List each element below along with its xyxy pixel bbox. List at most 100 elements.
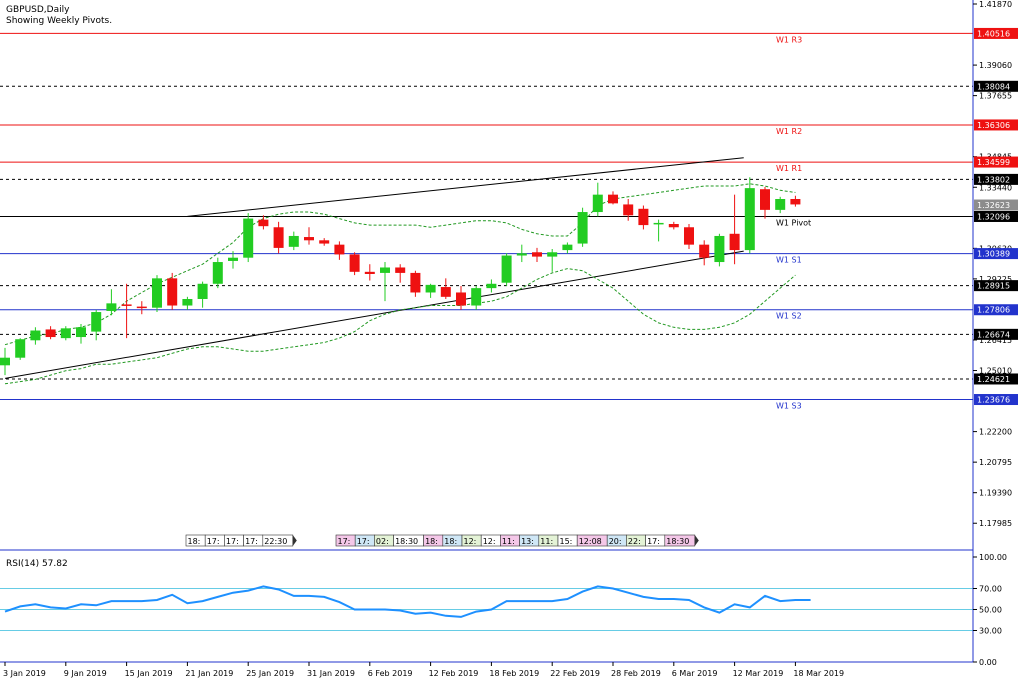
candle	[152, 275, 162, 313]
time-tick-label: 21 Jan 2019	[185, 669, 233, 678]
candle-body	[456, 292, 466, 306]
candle	[91, 309, 102, 341]
candle-body	[15, 339, 26, 358]
candle	[228, 251, 238, 269]
candle	[121, 283, 132, 339]
session-box-label: 11:	[502, 537, 515, 546]
candle-body	[349, 254, 360, 272]
pivot-label: W1 R2	[776, 127, 802, 136]
time-tick-label: 28 Feb 2019	[611, 669, 661, 678]
candle	[258, 215, 269, 230]
session-time-boxes: 18: 17: 17: 17: 22:30 17: 17: 02: 18:30 18: 18: 12:…	[185, 534, 699, 547]
candle-body	[516, 253, 527, 256]
time-tick-label: 12 Feb 2019	[429, 669, 479, 678]
price-tag-box	[974, 210, 1018, 222]
candle	[364, 264, 375, 281]
candle-body	[410, 272, 421, 293]
candle-body	[258, 219, 269, 227]
time-tick-label: 9 Jan 2019	[64, 669, 107, 678]
pivot-label: W1 R1	[776, 164, 802, 173]
price-tag-box	[974, 27, 1018, 39]
time-axis-ticks: 3 Jan 2019 9 Jan 2019 15 Jan 2019 21 Jan 20…	[3, 662, 844, 678]
candle-body	[60, 328, 71, 339]
candle	[288, 231, 299, 251]
price-tag-box	[974, 80, 1018, 92]
candle-body	[364, 271, 375, 274]
time-tick-label: 18 Mar 2019	[793, 669, 844, 678]
candle-body	[684, 227, 694, 245]
session-box-label: 18:30	[666, 537, 689, 546]
rsi-label: RSI(14) 57.82	[6, 559, 68, 569]
trendline	[4, 250, 744, 379]
price-tag-label: 1.33802	[977, 175, 1010, 184]
candle-body	[288, 235, 299, 247]
candle	[243, 213, 254, 263]
candle-body	[91, 312, 102, 332]
candle	[760, 187, 770, 219]
candle	[486, 279, 497, 293]
session-arrow	[292, 535, 297, 546]
rsi-axis-ticks: 100.00 70.00 50.00 30.00 0.00	[973, 553, 1007, 667]
candle	[136, 301, 147, 315]
candle-body	[775, 199, 786, 210]
price-tag-box	[974, 119, 1018, 131]
candle-body	[243, 218, 254, 258]
price-tick-label: 1.25010	[979, 367, 1012, 376]
price-tag-label: 1.23676	[977, 396, 1010, 405]
candle-body	[790, 199, 801, 205]
candle	[729, 194, 740, 265]
price-tick-label: 1.37655	[979, 92, 1012, 101]
session-box-label: 22:30	[264, 537, 287, 546]
candle-body	[714, 235, 725, 263]
candle	[30, 327, 41, 345]
pivot-label: W1 Pivot	[776, 218, 811, 227]
pivot-level-labels: W1 R3 W1 R2 W1 R1 W1 Pivot W1 S1 W1 S2 W1 S3	[776, 35, 811, 410]
candle	[182, 296, 193, 310]
candle	[668, 221, 679, 230]
candle	[76, 324, 86, 344]
candle	[380, 262, 390, 302]
candle-body	[319, 240, 330, 244]
session-box-label: 17:	[226, 537, 239, 546]
candle	[577, 207, 588, 247]
session-box-label: 18:	[425, 537, 438, 546]
candle	[349, 252, 360, 276]
candle	[516, 244, 527, 263]
candle-body	[501, 255, 512, 283]
candle	[395, 264, 406, 283]
candle-body	[212, 262, 223, 284]
price-tag-label: 1.24621	[977, 375, 1010, 384]
session-box-label: 20:	[609, 537, 622, 546]
candle	[562, 242, 573, 254]
candle-body	[608, 194, 618, 204]
price-tag-box	[974, 328, 1018, 340]
price-tag-box	[974, 199, 1018, 211]
candle	[106, 289, 117, 316]
price-tag-label: 1.38084	[977, 82, 1010, 91]
candle	[60, 326, 71, 341]
candle	[638, 205, 649, 230]
candle-body	[547, 252, 558, 257]
price-tick-label: 1.19390	[979, 489, 1012, 498]
candle-body	[167, 278, 178, 306]
session-box-label: 12:08	[579, 537, 602, 546]
candle-body	[699, 244, 710, 258]
candle-body	[532, 252, 542, 257]
time-tick-label: 25 Jan 2019	[246, 669, 294, 678]
session-box-label: 17:	[647, 537, 660, 546]
candle-body	[76, 327, 86, 338]
candle-body	[334, 244, 345, 255]
candle-body	[562, 244, 573, 251]
candle	[15, 338, 26, 360]
candle-body	[152, 278, 162, 308]
time-tick-label: 15 Jan 2019	[125, 669, 173, 678]
pivot-label: W1 R3	[776, 35, 802, 44]
candle-body	[395, 267, 406, 273]
candle	[623, 199, 634, 221]
candle-body	[197, 283, 208, 299]
candle	[684, 224, 694, 249]
session-box-label: 17:	[207, 537, 220, 546]
pivot-label: W1 S3	[776, 402, 802, 411]
candle	[608, 191, 618, 205]
price-tick-label: 1.41870	[979, 0, 1012, 9]
